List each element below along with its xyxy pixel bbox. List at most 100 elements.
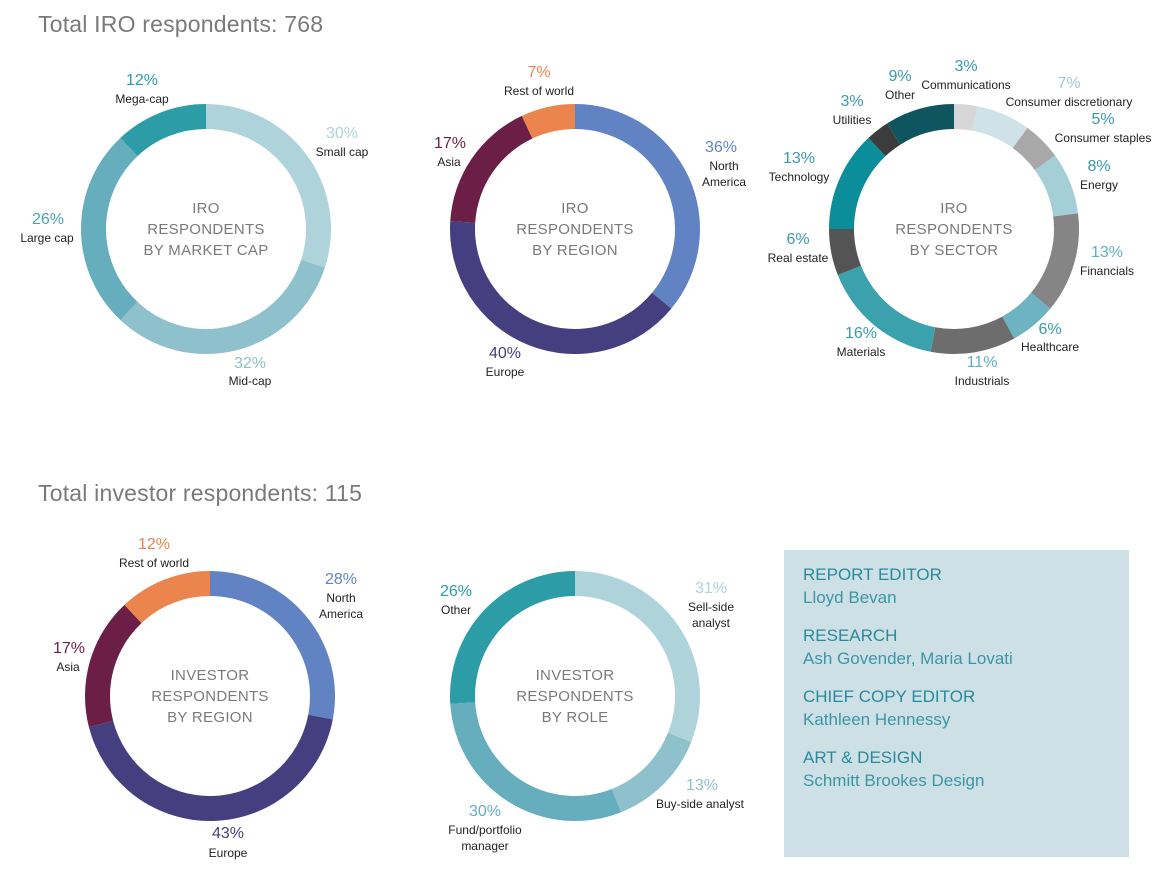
slice-category-label: Rest of world: [119, 556, 189, 570]
slice-north-america: [210, 571, 336, 720]
investor-section-title: Total investor respondents: 115: [38, 480, 363, 506]
slice-category-label: North America: [319, 591, 363, 621]
slice-percent-label: 13%: [1091, 244, 1123, 261]
slice-rest-of-world: [124, 571, 210, 624]
donut-center-label: IRO: [940, 200, 968, 217]
slice-asia: [84, 604, 142, 728]
donut-center-label: RESPONDENTS: [147, 221, 265, 238]
slice-rest-of-world: [521, 104, 575, 139]
credit-chief-copy-editor: CHIEF COPY EDITOR Kathleen Hennessy: [803, 686, 1129, 732]
slice-percent-label: 26%: [440, 583, 472, 600]
slice-percent-label: 43%: [212, 825, 244, 842]
slice-category-label: Europe: [209, 846, 248, 860]
slice-category-label: Financials: [1080, 264, 1134, 278]
slice-energy: [1034, 155, 1079, 217]
slice-large-cap: [80, 137, 138, 321]
slice-category-label: Rest of world: [504, 84, 574, 98]
slice-percent-label: 12%: [126, 72, 158, 89]
credit-name: Schmitt Brookes Design: [803, 771, 985, 790]
slice-communications: [954, 104, 978, 131]
slice-real-estate: [829, 229, 862, 276]
credit-role: ART & DESIGN: [803, 748, 923, 767]
slice-percent-label: 30%: [469, 803, 501, 820]
donut-center-label: BY REGION: [532, 242, 618, 259]
donut-center-label: RESPONDENTS: [151, 688, 269, 705]
donut-center-label: IRO: [192, 200, 220, 217]
slice-mid-cap: [120, 259, 325, 354]
slice-technology: [829, 137, 886, 229]
credit-role: CHIEF COPY EDITOR: [803, 687, 976, 706]
slice-category-label: Fund/portfolio manager: [448, 823, 522, 853]
slice-industrials: [930, 316, 1015, 355]
credit-role: RESEARCH: [803, 626, 898, 645]
credit-research: RESEARCH Ash Govender, Maria Lovati: [803, 625, 1129, 671]
slice-category-label: North America: [702, 159, 746, 189]
credit-role: REPORT EDITOR: [803, 565, 942, 584]
slice-percent-label: 6%: [786, 231, 809, 248]
slice-category-label: Mega-cap: [115, 92, 169, 106]
donut-center-label: RESPONDENTS: [516, 688, 634, 705]
slice-percent-label: 17%: [434, 135, 466, 152]
donut-center-label: INVESTOR: [536, 667, 615, 684]
slice-percent-label: 13%: [686, 777, 718, 794]
slice-percent-label: 9%: [888, 68, 911, 85]
slice-financials: [1031, 213, 1079, 309]
slice-category-label: Technology: [769, 170, 830, 184]
slice-category-label: Energy: [1080, 178, 1118, 192]
slice-percent-label: 7%: [527, 64, 550, 81]
slice-category-label: Utilities: [833, 113, 872, 127]
slice-category-label: Mid-cap: [229, 374, 272, 388]
slice-category-label: Consumer discretionary: [1006, 95, 1133, 109]
slice-fund-portfolio-manager: [450, 702, 622, 821]
donut-center-label: BY SECTOR: [910, 242, 999, 259]
slice-category-label: Europe: [486, 365, 525, 379]
slice-north-america: [575, 104, 701, 309]
credit-report-editor: REPORT EDITOR Lloyd Bevan: [803, 564, 1129, 610]
slice-percent-label: 7%: [1057, 75, 1080, 92]
donut-center-label: RESPONDENTS: [516, 221, 634, 238]
slice-percent-label: 32%: [234, 355, 266, 372]
slice-healthcare: [1002, 292, 1051, 339]
slice-percent-label: 6%: [1038, 321, 1061, 338]
slice-percent-label: 36%: [705, 139, 737, 156]
slice-other: [887, 104, 954, 145]
slice-percent-label: 40%: [489, 345, 521, 362]
slice-category-label: Real estate: [768, 251, 829, 265]
slice-buy-side-analyst: [611, 732, 692, 813]
slice-category-label: Consumer staples: [1055, 131, 1152, 145]
slice-category-label: Large cap: [20, 231, 74, 245]
slice-materials: [837, 265, 936, 352]
slice-category-label: Asia: [437, 155, 461, 169]
slice-percent-label: 17%: [53, 640, 85, 657]
slice-category-label: Sell-side analyst: [688, 600, 734, 630]
slice-asia: [450, 115, 533, 223]
slice-category-label: Small cap: [316, 145, 369, 159]
slice-category-label: Buy-side analyst: [656, 797, 745, 811]
slice-percent-label: 5%: [1091, 111, 1114, 128]
slice-consumer-discretionary: [972, 106, 1028, 149]
slice-category-label: Communications: [921, 78, 1010, 92]
slice-percent-label: 11%: [967, 354, 998, 371]
slice-percent-label: 8%: [1087, 158, 1110, 175]
slice-percent-label: 31%: [695, 580, 727, 597]
slice-category-label: Materials: [837, 345, 886, 359]
slice-percent-label: 30%: [326, 125, 358, 142]
slice-percent-label: 3%: [954, 58, 977, 75]
donut-center-label: RESPONDENTS: [895, 221, 1013, 238]
credit-art-design: ART & DESIGN Schmitt Brookes Design: [803, 747, 1129, 793]
donut-center-label: BY REGION: [167, 709, 253, 726]
slice-percent-label: 28%: [325, 571, 357, 588]
slice-percent-label: 3%: [840, 93, 863, 110]
slice-utilities: [868, 123, 901, 157]
slice-small-cap: [206, 104, 331, 268]
donut-center-label: IRO: [561, 200, 589, 217]
credit-name: Lloyd Bevan: [803, 588, 897, 607]
slice-consumer-staples: [1012, 127, 1056, 171]
slice-category-label: Other: [885, 88, 915, 102]
credit-name: Kathleen Hennessy: [803, 710, 951, 729]
credits-panel: REPORT EDITOR Lloyd Bevan RESEARCH Ash G…: [784, 550, 1129, 857]
